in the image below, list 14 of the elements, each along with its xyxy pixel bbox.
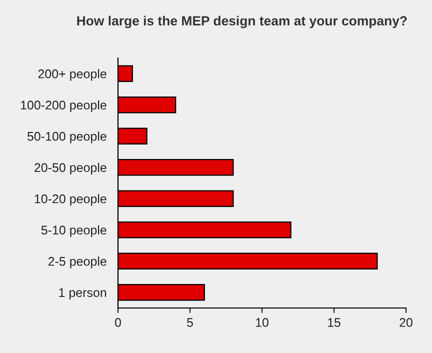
x-tick-label: 15 <box>328 318 340 327</box>
y-tick-label: 2-5 people <box>48 256 106 268</box>
x-tick-label: 20 <box>400 318 412 327</box>
x-tick-label: 0 <box>115 318 121 327</box>
y-tick-label: 20-50 people <box>34 162 106 174</box>
y-tick-label: 5-10 people <box>41 225 106 237</box>
y-tick-label: 100-200 people <box>20 100 106 112</box>
chart-title: How large is the MEP design team at your company? <box>77 16 407 28</box>
y-tick-label: 200+ people <box>38 69 106 81</box>
y-tick-label: 50-100 people <box>27 132 106 144</box>
x-tick-label: 5 <box>187 318 193 327</box>
x-tick-label: 10 <box>256 318 268 327</box>
y-tick-label: 1 person <box>59 288 106 300</box>
y-tick-label: 10-20 people <box>34 194 106 206</box>
